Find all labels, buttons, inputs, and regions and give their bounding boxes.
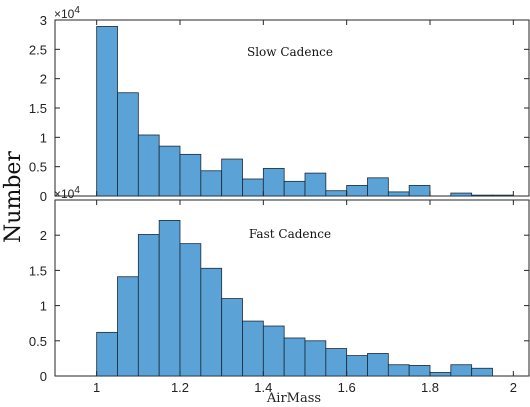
- fast-bar-4: [179, 243, 202, 377]
- fast-ytick-label-0: 0: [40, 369, 47, 384]
- slow-exponent-label: ×104: [54, 5, 80, 21]
- fast-bar-17: [450, 364, 473, 377]
- slow-bar-14: [387, 191, 410, 197]
- xtick-label-4: 1.8: [421, 380, 439, 395]
- slow-ytick-label-0: 0: [40, 189, 47, 204]
- slow-bar-19: [492, 194, 514, 197]
- slow-bars: [96, 26, 514, 197]
- fast-bar-12: [346, 355, 368, 377]
- fast-bar-0: [96, 331, 118, 377]
- fast-bars: [96, 220, 493, 377]
- slow-bar-17: [450, 192, 473, 197]
- fast-bar-3: [158, 220, 181, 377]
- fast-ytick-label-4: 2: [40, 228, 47, 243]
- slow-bar-4: [179, 153, 202, 197]
- fast-cadence-panel: 0 0.5 1 1.5 2 1 1.2 1.4 1.6 1.8 2 ×104 Fast Cadence: [29, 185, 530, 395]
- slow-ytick-label-1: 0.5: [29, 160, 47, 175]
- slow-bar-1: [117, 92, 139, 197]
- slow-ytick-label-3: 1.5: [29, 101, 47, 116]
- slow-bar-18: [471, 194, 493, 197]
- fast-bar-9: [283, 337, 306, 377]
- slow-bar-2: [137, 134, 160, 197]
- slow-bar-8: [262, 168, 285, 197]
- fast-bar-10: [304, 340, 327, 377]
- slow-ytick-label-6: 3: [40, 13, 47, 28]
- x-axis-label: AirMass: [266, 391, 321, 406]
- slow-bar-0: [96, 26, 118, 197]
- xtick-label-3: 1.6: [338, 380, 356, 395]
- slow-bar-11: [325, 190, 348, 197]
- fast-ytick-label-1: 0.5: [29, 334, 47, 349]
- fast-ytick-label-2: 1: [40, 299, 47, 314]
- y-axis-label: Number: [1, 151, 26, 243]
- fast-bar-14: [387, 364, 410, 377]
- slow-bar-13: [367, 177, 389, 197]
- slow-bar-10: [304, 172, 327, 197]
- slow-ytick-label-4: 2: [40, 72, 47, 87]
- fast-bar-13: [367, 353, 389, 377]
- fast-bar-16: [429, 372, 452, 377]
- fast-panel-title: Fast Cadence: [249, 227, 331, 241]
- fast-bar-6: [221, 298, 243, 377]
- slow-cadence-panel: 0 0.5 1 1.5 2 2.5 3 ×104 Slow Cadence: [29, 5, 530, 204]
- slow-bar-7: [242, 178, 264, 197]
- xtick-label-0: 1: [93, 380, 100, 395]
- fast-bar-5: [200, 267, 223, 377]
- fast-bar-8: [262, 325, 285, 377]
- slow-panel-title: Slow Cadence: [247, 45, 333, 59]
- fast-bar-18: [471, 367, 493, 377]
- slow-ytick-label-5: 2.5: [29, 42, 47, 57]
- xtick-label-1: 1.2: [171, 380, 189, 395]
- fast-bar-2: [137, 234, 160, 377]
- fast-bar-1: [117, 276, 139, 377]
- fast-bar-7: [242, 320, 264, 377]
- slow-bar-9: [283, 180, 306, 197]
- slow-bar-15: [408, 185, 431, 197]
- slow-bar-5: [200, 170, 223, 197]
- fast-exponent-label: ×104: [54, 185, 80, 201]
- slow-bar-6: [221, 158, 243, 197]
- fast-ytick-label-3: 1.5: [29, 263, 47, 278]
- slow-bar-3: [158, 145, 181, 197]
- slow-bar-12: [346, 185, 368, 197]
- slow-ytick-label-2: 1: [40, 130, 47, 145]
- fast-bar-15: [408, 365, 431, 377]
- xtick-label-5: 2: [510, 380, 517, 395]
- fast-bar-11: [325, 348, 348, 377]
- xtick-label-2: 1.4: [254, 380, 272, 395]
